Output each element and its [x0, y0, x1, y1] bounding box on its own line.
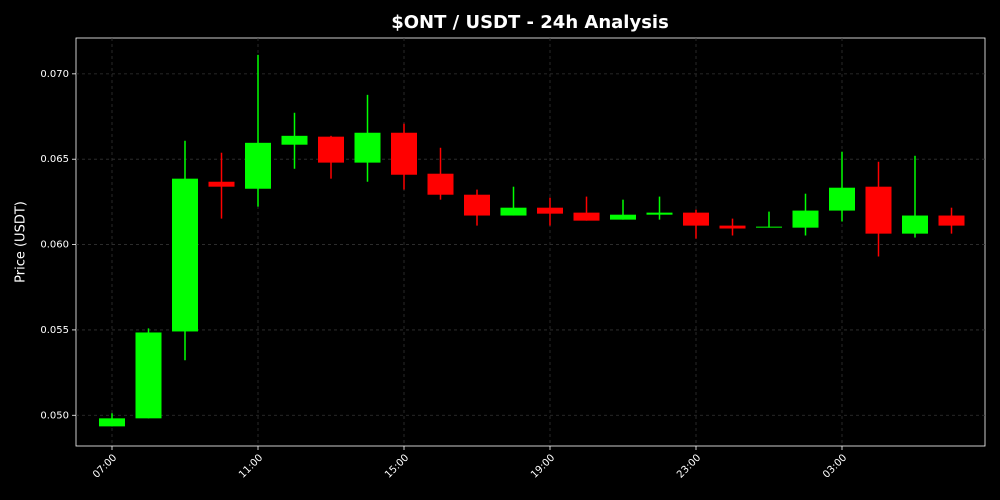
candle-body [610, 214, 636, 220]
candle-body [938, 215, 965, 226]
candle-body [464, 194, 490, 216]
candle-body [719, 225, 746, 229]
candle-body [391, 132, 417, 175]
candle-body [281, 135, 308, 145]
candle-body [646, 212, 673, 215]
candle-body [683, 212, 709, 226]
y-tick-label: 0.065 [40, 154, 69, 165]
chart-title: $ONT / USDT - 24h Analysis [391, 12, 669, 33]
candle-body [865, 186, 892, 234]
plot-area [75, 37, 986, 447]
y-tick-label: 0.055 [40, 325, 69, 336]
candle-body [245, 142, 271, 189]
y-tick-label: 0.060 [40, 240, 69, 251]
candle-body [500, 207, 527, 216]
candle-body [537, 207, 563, 214]
candle-body [427, 173, 454, 195]
y-axis-label: Price (USDT) [14, 201, 29, 283]
candle-body [902, 215, 928, 234]
candle-body [208, 181, 235, 187]
y-tick-label: 0.070 [40, 69, 69, 80]
candle-body [318, 136, 344, 163]
y-tick-label: 0.050 [40, 410, 69, 421]
candle-body [172, 178, 198, 332]
candle-body [354, 132, 381, 163]
candle-body [573, 212, 600, 221]
candle-body [756, 226, 782, 228]
candle-body [829, 187, 855, 211]
candle-body [135, 332, 162, 419]
candle-body [792, 210, 819, 228]
candle-body [99, 418, 125, 427]
